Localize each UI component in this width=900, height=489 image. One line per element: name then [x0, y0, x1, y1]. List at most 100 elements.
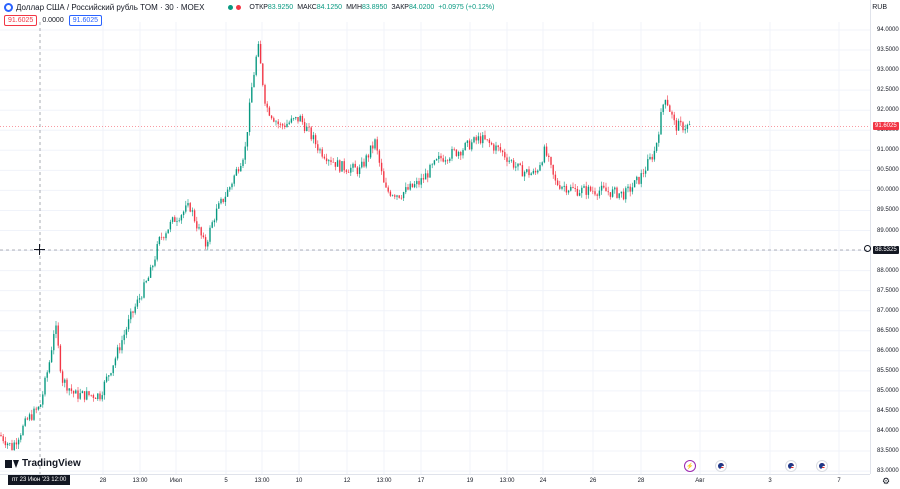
candle-body	[222, 198, 224, 202]
us-event-icon[interactable]	[785, 460, 797, 472]
settings-gear-icon[interactable]: ⚙	[881, 476, 891, 486]
candle-body	[554, 174, 557, 181]
candle-body	[189, 203, 191, 212]
candle-body	[253, 74, 255, 88]
candle-body	[336, 160, 339, 167]
candle-body	[330, 160, 332, 163]
candle-body	[636, 176, 638, 181]
candle-body	[559, 185, 561, 189]
candle-body	[136, 299, 139, 307]
time-tick-label: 19	[466, 478, 474, 484]
candle-body	[629, 186, 631, 192]
candle-body	[53, 333, 55, 351]
candle-body	[158, 236, 161, 245]
candle-body	[664, 99, 667, 105]
candle-body	[603, 185, 605, 188]
candle-body	[484, 135, 486, 140]
candle-body	[378, 150, 381, 163]
candle-body	[499, 147, 502, 151]
logo-text: TradingView	[22, 458, 81, 469]
candle-body	[284, 125, 286, 128]
candle-body	[640, 173, 642, 184]
candle-body	[607, 191, 609, 193]
lightning-event-icon[interactable]: ⚡	[684, 460, 696, 472]
candle-body	[156, 244, 158, 260]
candle-body	[642, 173, 645, 174]
candle-body	[28, 414, 31, 420]
open-label: ОТКР	[249, 4, 268, 11]
currency-button[interactable]: RUB	[872, 4, 887, 11]
candle-body	[178, 220, 180, 222]
candle-body	[356, 167, 359, 174]
market-status-icon[interactable]	[228, 5, 234, 10]
candle-body	[477, 136, 480, 141]
candle-body	[268, 107, 271, 116]
candle-body	[323, 156, 326, 159]
candle-body	[207, 241, 209, 247]
price-tick-label: 83.5000	[877, 448, 899, 455]
candle-body	[288, 122, 290, 124]
candle-body	[631, 187, 634, 192]
open-value: 83.9250	[267, 4, 294, 11]
candle-body	[407, 187, 409, 190]
candle-body	[0, 435, 2, 437]
candle-body	[574, 187, 576, 189]
spread-value: 0.0000	[42, 17, 64, 24]
candle-body	[15, 442, 18, 445]
candle-body	[501, 150, 504, 153]
candle-body	[64, 379, 66, 383]
candle-body	[257, 44, 260, 57]
candle-body	[114, 358, 117, 366]
candle-body	[57, 325, 59, 346]
crosshair-target-icon[interactable]	[864, 245, 871, 252]
candle-body	[495, 145, 497, 151]
candle-body	[653, 150, 656, 160]
candle-body	[277, 121, 279, 125]
candle-body	[127, 319, 130, 330]
symbol-title[interactable]: Доллар США / Российский рубль TOM · 30 ·…	[16, 3, 205, 12]
data-status-icon[interactable]	[236, 5, 242, 10]
time-tick-label: 13:00	[499, 478, 515, 484]
us-event-icon[interactable]	[816, 460, 828, 472]
candle-body	[88, 391, 90, 395]
price-tick-label: 92.5000	[877, 87, 899, 94]
candle-body	[675, 120, 678, 131]
tradingview-logo[interactable]: TradingView	[5, 458, 81, 469]
candle-body	[182, 211, 185, 216]
candle-body	[176, 221, 178, 222]
candle-body	[138, 298, 141, 300]
time-tick-label: 13:00	[132, 478, 148, 484]
time-axis[interactable]: 28 13:00 Июл 5 13:00 10 12 13:00 17 19 13:00 24 26 28…	[0, 474, 870, 489]
candle-body	[534, 170, 537, 173]
candle-body	[319, 149, 321, 151]
time-tick-label: 3	[768, 478, 772, 484]
sell-button[interactable]: 91.6025	[4, 15, 38, 26]
candle-body	[669, 105, 671, 112]
close-label: ЗАКР	[391, 4, 409, 11]
price-tick-label: 92.0000	[877, 107, 899, 114]
candle-body	[130, 311, 132, 320]
candle-body	[581, 187, 583, 194]
price-axis[interactable]: 94.0000 93.5000 93.0000 92.5000 92.0000 91.50…	[870, 0, 900, 474]
candle-body	[103, 381, 106, 396]
candle-body	[517, 163, 519, 167]
price-tick-label: 88.0000	[877, 267, 899, 274]
candle-body	[163, 237, 165, 239]
candle-body	[281, 124, 284, 126]
candle-body	[486, 139, 488, 140]
candle-body	[369, 145, 372, 158]
candle-body	[598, 190, 601, 196]
candle-body	[655, 142, 658, 151]
candle-body	[273, 118, 275, 122]
candle-body	[572, 186, 574, 188]
candle-body	[86, 391, 88, 400]
us-event-icon[interactable]	[715, 460, 727, 472]
candlestick-series	[0, 40, 691, 451]
candle-body	[211, 222, 213, 228]
candle-body	[600, 185, 603, 191]
buy-button[interactable]: 91.6025	[68, 15, 103, 26]
candle-body	[251, 87, 253, 103]
last-price-tag: 91.6025	[873, 122, 899, 130]
candle-body	[422, 178, 425, 180]
price-chart[interactable]	[0, 0, 870, 474]
